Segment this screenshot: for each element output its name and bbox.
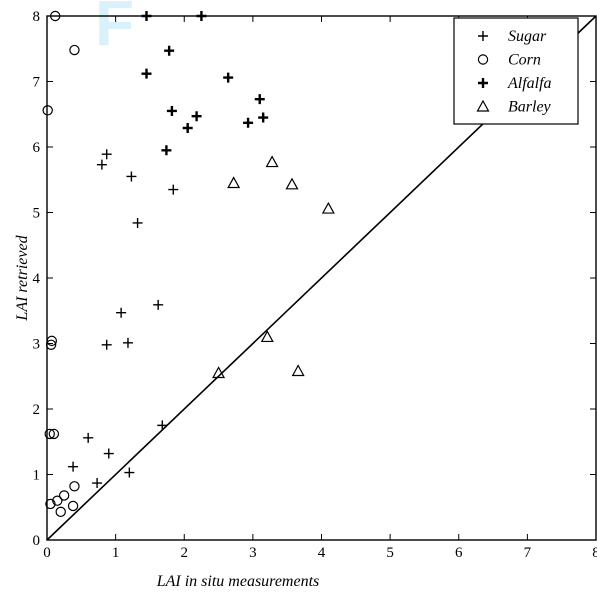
data-point-corn-9	[52, 495, 63, 506]
legend-label: Alfalfa	[507, 75, 552, 92]
y-tick-label: 7	[33, 75, 41, 91]
data-point-sugar-1	[83, 432, 94, 443]
data-point-barley-1	[227, 176, 241, 189]
series-alfalfa	[141, 11, 269, 156]
data-point-barley-4	[260, 330, 274, 343]
data-point-sugar-0	[68, 461, 79, 472]
data-point-corn-7	[69, 481, 80, 492]
data-point-corn-6	[48, 428, 60, 440]
y-tick-label: 4	[33, 271, 41, 287]
y-tick-label: 8	[33, 9, 41, 25]
data-point-barley-2	[285, 177, 299, 190]
data-point-alfalfa-4	[223, 72, 234, 83]
data-point-corn-10	[45, 498, 56, 510]
x-tick-label: 5	[386, 545, 394, 561]
data-point-sugar-11	[168, 184, 179, 195]
series-barley	[212, 155, 335, 379]
y-tick-label: 0	[33, 533, 41, 549]
data-point-sugar-9	[153, 299, 164, 310]
data-point-sugar-12	[96, 159, 107, 170]
data-point-corn-8	[58, 490, 70, 501]
data-point-corn-5	[44, 428, 55, 440]
data-point-sugar-4	[124, 467, 135, 478]
legend: Sugar Corn Alfalfa Barley	[453, 17, 579, 125]
x-tick-label: 4	[318, 545, 326, 561]
data-point-alfalfa-8	[258, 112, 269, 123]
x-axis-label: LAI in situ measurements	[156, 573, 320, 590]
data-point-alfalfa-7	[191, 111, 202, 122]
y-tick-label: 6	[33, 140, 41, 156]
data-point-alfalfa-2	[164, 45, 175, 56]
x-tick-label: 7	[524, 545, 532, 561]
x-tick-label: 6	[455, 545, 463, 561]
legend-item-barley: Barley	[476, 99, 552, 116]
data-point-alfalfa-3	[141, 68, 152, 79]
data-point-alfalfa-10	[182, 123, 193, 134]
data-point-sugar-5	[157, 420, 168, 431]
y-axis-label: LAI retrieved	[14, 234, 31, 321]
data-point-alfalfa-5	[254, 94, 265, 105]
legend-marker-sugar	[478, 31, 488, 41]
legend-label: Corn	[508, 52, 541, 69]
legend-marker-barley	[476, 99, 490, 112]
data-point-alfalfa-11	[161, 145, 172, 156]
legend-marker-alfalfa	[478, 78, 488, 88]
legend-item-corn: Corn	[477, 52, 541, 69]
data-point-corn-1	[69, 44, 80, 56]
data-point-alfalfa-9	[243, 117, 254, 128]
x-tick-label: 0	[43, 545, 51, 561]
legend-label: Barley	[508, 99, 552, 116]
data-point-sugar-8	[116, 307, 127, 318]
data-point-corn-12	[67, 500, 79, 512]
data-point-sugar-14	[126, 171, 137, 182]
data-point-corn-11	[55, 506, 66, 518]
legend-marker-corn	[477, 54, 489, 65]
y-tick-label: 2	[33, 402, 41, 418]
data-point-sugar-2	[92, 478, 103, 489]
data-point-sugar-6	[101, 339, 112, 350]
series-corn	[42, 10, 80, 518]
y-tick-label: 3	[33, 337, 41, 353]
legend-item-alfalfa: Alfalfa	[478, 75, 552, 92]
x-tick-label: 2	[181, 545, 189, 561]
x-tick-label: 3	[249, 545, 257, 561]
data-point-sugar-3	[103, 448, 114, 459]
y-tick-label: 1	[33, 468, 41, 484]
watermark: F	[95, 0, 134, 59]
legend-box	[453, 17, 579, 125]
data-point-sugar-7	[122, 337, 133, 348]
legend-item-sugar: Sugar	[478, 28, 547, 45]
x-tick-label: 8	[592, 545, 597, 561]
data-point-barley-3	[321, 201, 335, 214]
y-tick-label: 5	[33, 206, 41, 222]
series-sugar	[68, 149, 179, 489]
data-point-sugar-10	[132, 217, 143, 228]
x-tick-label: 1	[112, 545, 120, 561]
axes: 0 1 2 3 4 5 6 7 8 0 1 2 3 4 5 6 7 8 LAI in situ measuremen…	[14, 9, 597, 590]
data-point-barley-6	[291, 364, 305, 377]
data-point-sugar-13	[101, 149, 112, 160]
data-point-barley-5	[212, 366, 226, 379]
data-point-barley-0	[265, 155, 279, 168]
data-point-alfalfa-6	[166, 105, 177, 116]
legend-label: Sugar	[508, 28, 547, 45]
